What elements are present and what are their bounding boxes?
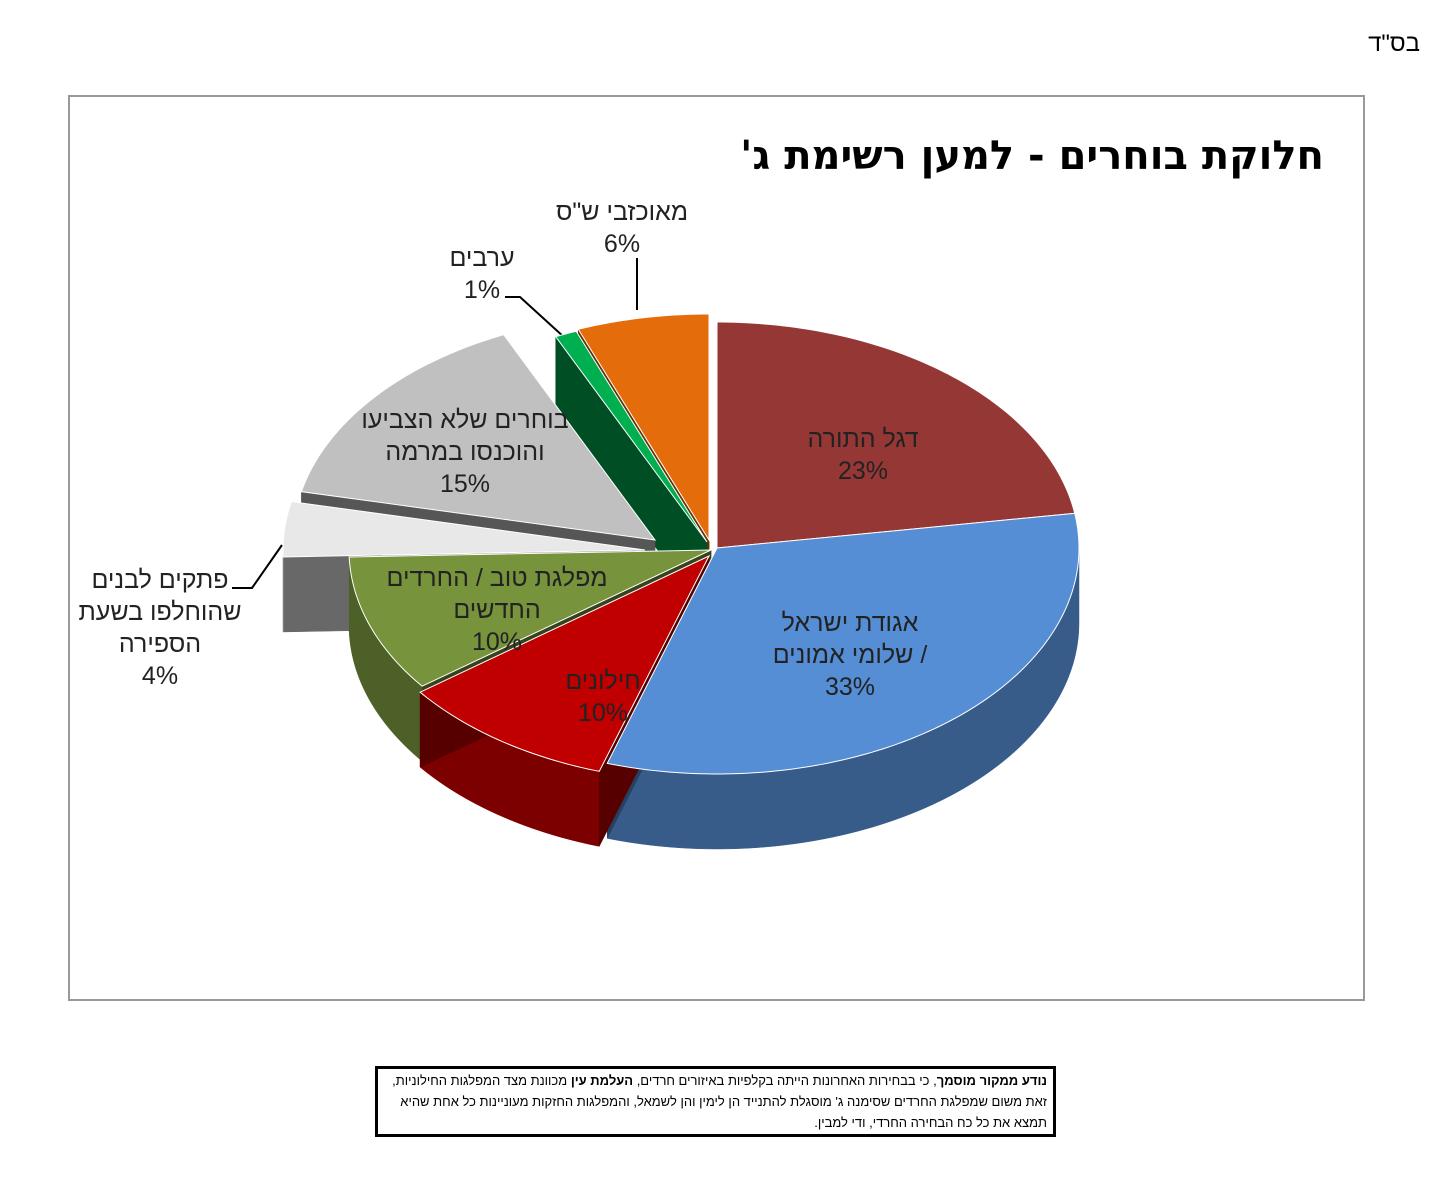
leader-line — [232, 544, 283, 589]
category-label: בוחרים שלא הצביעו והוכנסו במרמה — [361, 406, 569, 466]
category-label: מפלגת טוב / החרדים החדשים — [386, 564, 608, 624]
value-label: 10% — [471, 628, 523, 656]
slice — [554, 330, 708, 543]
value-label: 1% — [463, 276, 501, 304]
slice-label: ערבים 1% — [449, 242, 514, 306]
slice — [606, 512, 1080, 775]
slice-label: פתקים לבנים שהוחלפו בשעת הספירה 4% — [78, 564, 241, 692]
footnote-text: , כי בבחירות האחרונות הייתה בקלפיות באיז… — [633, 1073, 937, 1088]
footnote: נודע ממקור מוסמך, כי בבחירות האחרונות הי… — [375, 1066, 1056, 1137]
category-label: פתקים לבנים שהוחלפו בשעת הספירה — [78, 566, 242, 658]
slice — [282, 501, 646, 558]
footnote-bold: העלמת עין — [570, 1073, 634, 1088]
slice-label: בוחרים שלא הצביעו והוכנסו במרמה 15% — [361, 404, 568, 500]
leader-line — [505, 296, 566, 339]
value-label: 6% — [603, 230, 641, 258]
value-label: 10% — [577, 699, 629, 727]
footnote-text: מכוונת מצד המפלגות החילוניות, זאת משום ש… — [392, 1073, 1047, 1130]
slice — [348, 549, 712, 687]
footnote-bold: נודע ממקור מוסמך — [936, 1073, 1047, 1088]
value-label: 4% — [141, 662, 179, 690]
slice — [419, 554, 711, 772]
slice — [300, 334, 657, 541]
category-label: אגודת ישראל / שלומי אמונים — [772, 609, 928, 669]
category-label: ערבים — [449, 244, 515, 272]
slice-label: מפלגת טוב / החרדים החדשים 10% — [386, 562, 607, 658]
value-label: 23% — [837, 457, 889, 485]
slice — [716, 321, 1076, 549]
slice-label: חילונים 10% — [565, 665, 640, 729]
category-label: דגל התורה — [807, 425, 919, 453]
slice-label: מאוכזבי ש"ס 6% — [556, 196, 688, 260]
slice-label: אגודת ישראל / שלומי אמונים 33% — [773, 607, 928, 703]
value-label: 33% — [824, 673, 876, 701]
page-header: בס"ד — [1368, 30, 1420, 57]
slice — [577, 313, 710, 542]
category-label: חילונים — [565, 667, 641, 695]
value-label: 15% — [439, 470, 491, 498]
chart-title: חלוקת בוחרים - למען רשימת ג' — [740, 133, 1324, 179]
chart-frame — [68, 95, 1365, 1001]
category-label: מאוכזבי ש"ס — [556, 198, 688, 226]
slice-label: דגל התורה 23% — [808, 423, 919, 487]
